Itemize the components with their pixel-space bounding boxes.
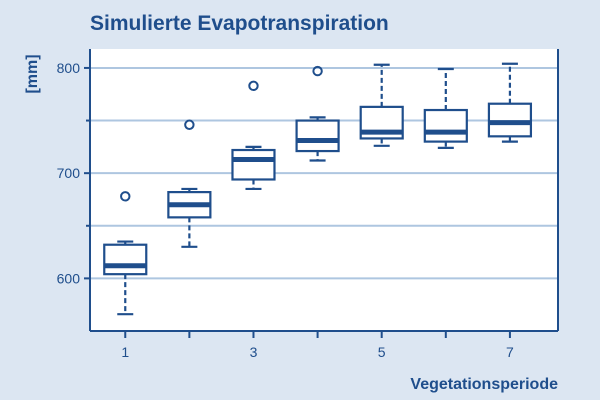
box-series-3: [231, 80, 276, 191]
outlier-point: [312, 65, 323, 77]
outlier-point: [184, 119, 195, 130]
box-iqr: [487, 102, 533, 138]
box-iqr: [295, 119, 340, 153]
box-iqr: [423, 108, 468, 143]
y-tick-label: 700: [57, 165, 81, 181]
box-series-4: [295, 65, 340, 162]
y-tick-label: 600: [57, 270, 81, 286]
x-tick-label: 1: [121, 344, 129, 360]
x-tick-label: 7: [506, 344, 514, 360]
box-series-1: [103, 191, 148, 316]
y-tick-label: 800: [57, 60, 81, 76]
box-iqr: [231, 148, 276, 181]
chart-title: Simulierte Evapotranspiration: [90, 12, 389, 35]
x-tick-label: 5: [378, 344, 386, 360]
plot-area: 600 700 800 1 3 5 7: [57, 49, 559, 360]
y-axis-label: [mm]: [24, 54, 41, 93]
outlier-point: [248, 80, 259, 92]
box-series-2: [167, 119, 212, 248]
box-series-7: [487, 62, 533, 143]
outlier-point: [120, 191, 131, 202]
box-series-5: [359, 63, 404, 147]
box-series-6: [423, 67, 468, 150]
plot-background: [90, 49, 558, 331]
x-axis-label: Vegetationsperiode: [410, 376, 558, 393]
x-tick-label: 3: [250, 344, 258, 360]
box-iqr: [103, 243, 148, 276]
